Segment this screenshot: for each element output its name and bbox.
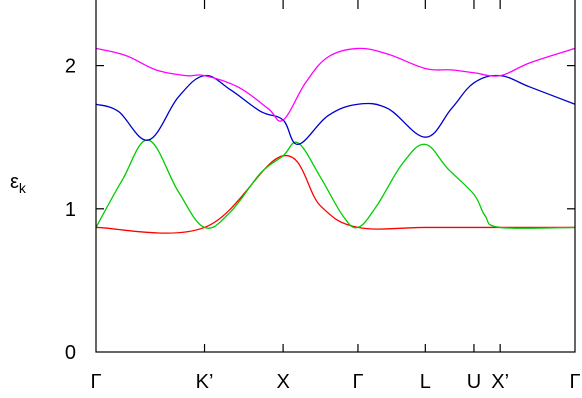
x-tick-label: L xyxy=(420,371,431,393)
x-tick-label: X’ xyxy=(491,371,509,393)
y-axis-label-main: ε xyxy=(10,171,19,193)
ticks-layer xyxy=(96,0,575,352)
series-line-2 xyxy=(95,139,576,229)
series-line-1 xyxy=(95,155,575,234)
series-line-4 xyxy=(95,47,576,122)
y-axis-label: εk xyxy=(10,171,27,196)
x-tick-label: X xyxy=(276,371,289,393)
x-tick-label: Γ xyxy=(90,371,101,393)
y-axis-label-sub: k xyxy=(19,180,27,196)
plot-frame xyxy=(95,0,576,353)
series-layer xyxy=(95,47,576,234)
y-tick-label: 0 xyxy=(65,342,76,364)
series-line-3 xyxy=(95,74,576,146)
x-tick-label: K’ xyxy=(196,371,214,393)
x-tick-label: U xyxy=(467,371,481,393)
y-tick-label: 2 xyxy=(65,56,76,78)
y-tick-label: 1 xyxy=(65,199,76,221)
x-tick-label: Γ xyxy=(352,371,363,393)
x-tick-label: Γ xyxy=(569,371,580,393)
